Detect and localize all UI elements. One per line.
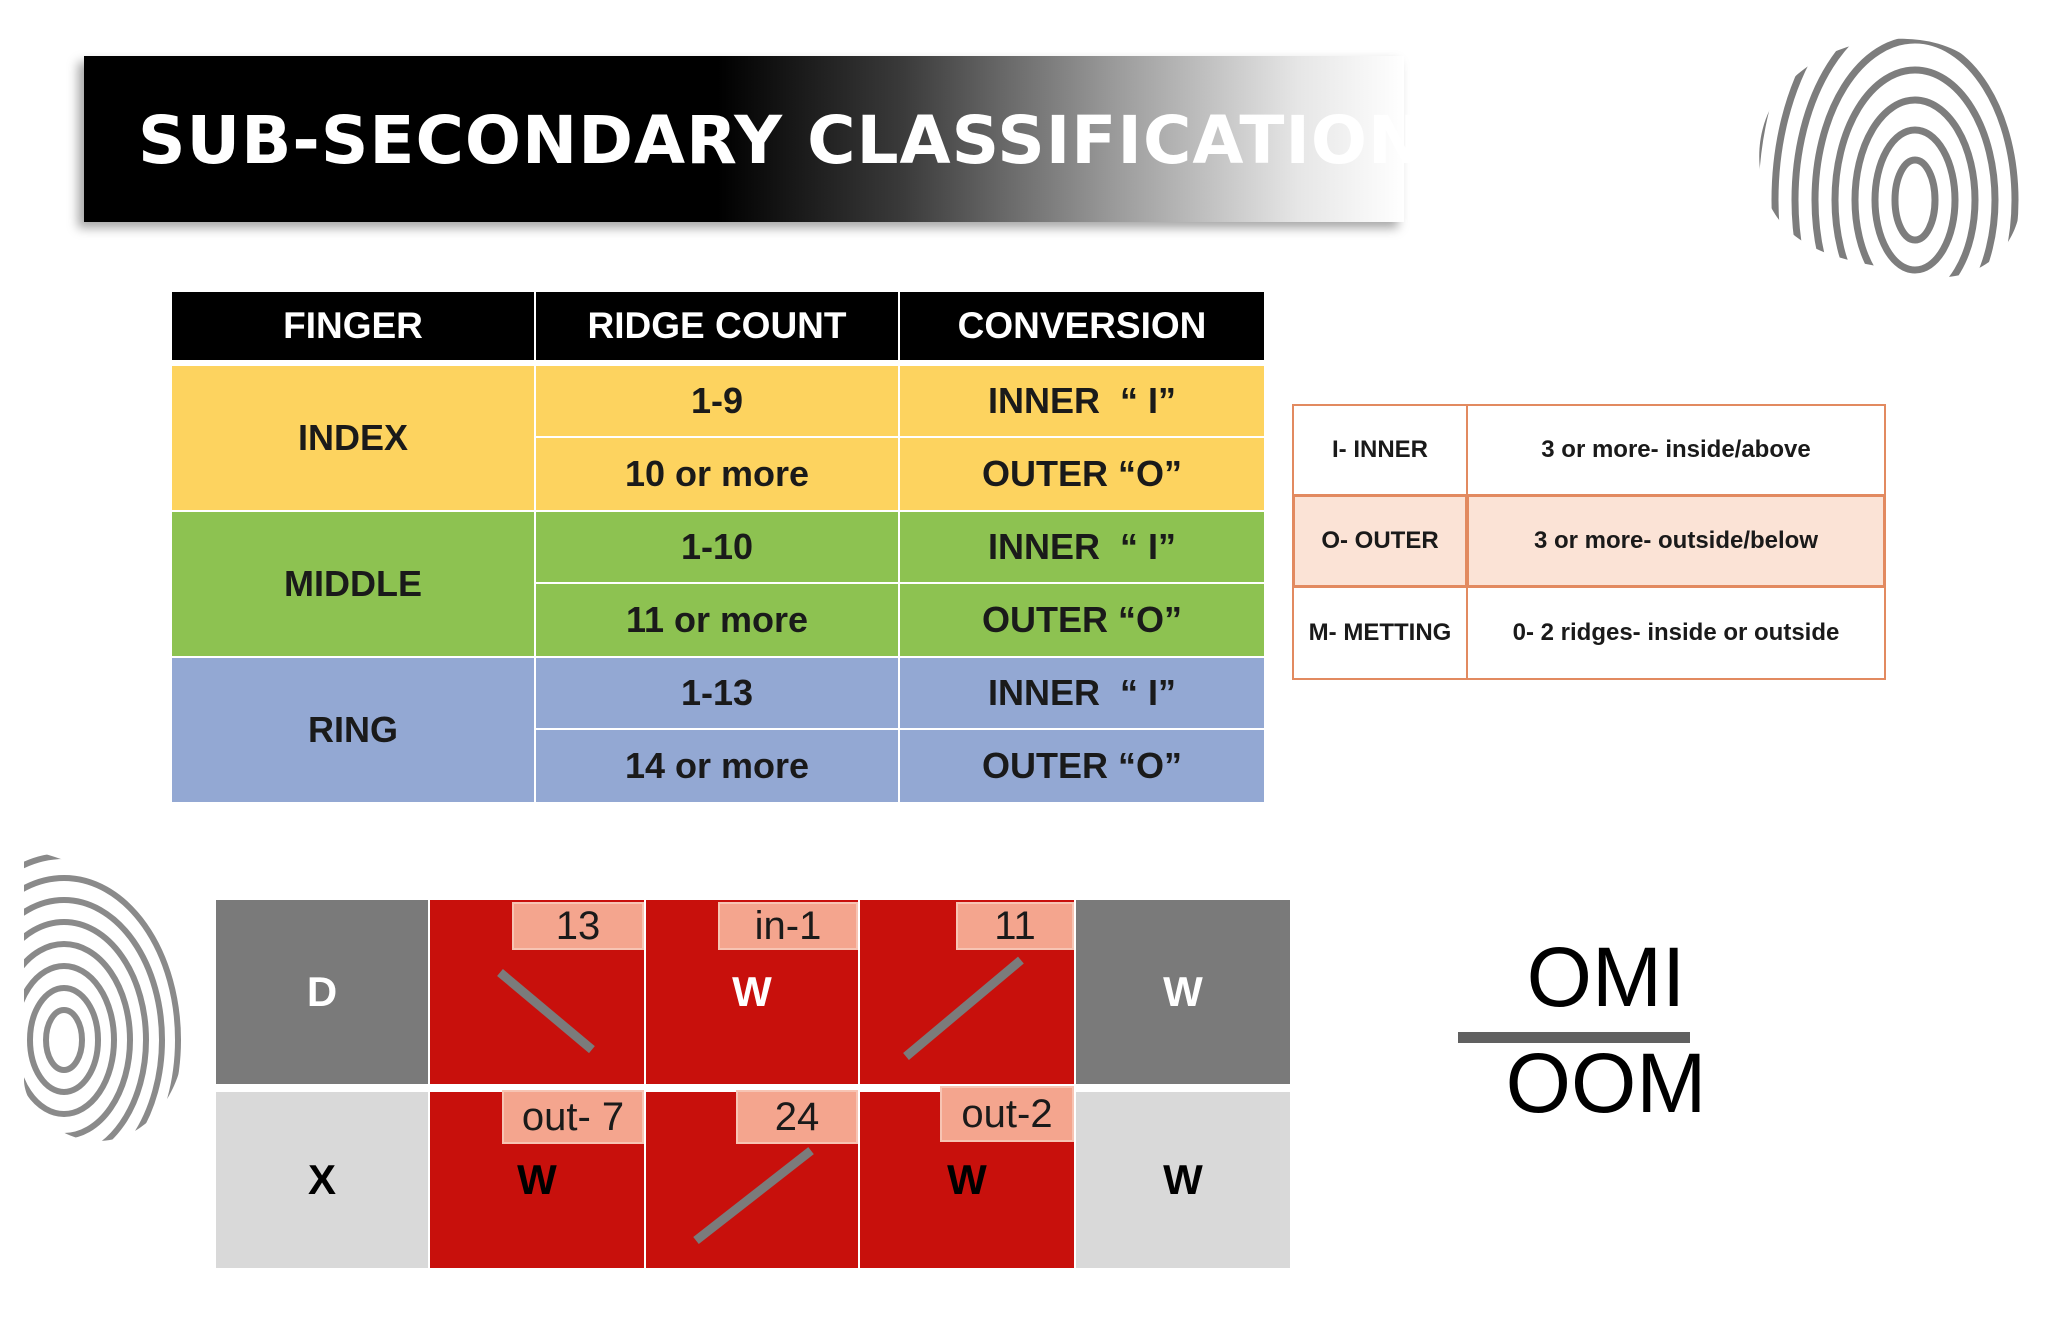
legend-code: M- METTING <box>1292 586 1468 680</box>
grid-cell-top-first: D <box>216 900 428 1084</box>
fraction-numerator: OMI <box>1526 930 1686 1024</box>
fingerprint-icon <box>1759 38 2022 278</box>
ridge-tag: out- 7 <box>502 1090 644 1144</box>
header-conversion: CONVERSION <box>900 292 1264 360</box>
fraction-denominator: OOM <box>1505 1036 1707 1130</box>
grid-cell-bottom-first: X <box>216 1092 428 1268</box>
ridge-cell: 1-10 <box>536 512 898 582</box>
ridge-cell: 11 or more <box>536 584 898 656</box>
conversion-cell: INNER “ I” <box>900 512 1264 582</box>
ridge-tag: 11 <box>956 902 1074 950</box>
header-ridge-count: RIDGE COUNT <box>536 292 898 360</box>
conversion-cell: INNER “ I” <box>900 658 1264 728</box>
conversion-cell: OUTER “O” <box>900 438 1264 510</box>
finger-index: INDEX <box>172 366 534 510</box>
classification-table: FINGER RIDGE COUNT CONVERSION INDEX 1-9 … <box>172 292 1264 802</box>
title-banner <box>84 56 1404 222</box>
header-finger: FINGER <box>172 292 534 360</box>
ridge-cell: 14 or more <box>536 730 898 802</box>
fingerprint-icon <box>24 850 186 1142</box>
legend-desc: 3 or more- outside/below <box>1466 494 1886 588</box>
finger-ring: RING <box>172 658 534 802</box>
legend-code: I- INNER <box>1292 404 1468 496</box>
legend-code: O- OUTER <box>1292 494 1468 588</box>
ridge-cell: 1-13 <box>536 658 898 728</box>
fraction-bar <box>1458 1032 1690 1043</box>
conversion-cell: OUTER “O” <box>900 730 1264 802</box>
conversion-cell: INNER “ I” <box>900 366 1264 436</box>
ridge-tag: 24 <box>736 1090 858 1144</box>
grid-cell-bottom-last: W <box>1076 1092 1290 1268</box>
ridge-tag: 13 <box>512 902 644 950</box>
finger-middle: MIDDLE <box>172 512 534 656</box>
ridge-tag: in-1 <box>718 902 858 950</box>
legend-table: I- INNER 3 or more- inside/above O- OUTE… <box>1292 404 1886 680</box>
legend-desc: 0- 2 ridges- inside or outside <box>1466 586 1886 680</box>
grid-cell-top-last: W <box>1076 900 1290 1084</box>
classification-grid: D W W X W W W 13 in-1 11 out- 7 24 out-2 <box>216 900 1290 1268</box>
ridge-tag: out-2 <box>940 1086 1074 1142</box>
legend-desc: 3 or more- inside/above <box>1466 404 1886 496</box>
page-title: SUB-SECONDARY CLASSIFICATION <box>138 102 1425 179</box>
ridge-cell: 1-9 <box>536 366 898 436</box>
ridge-cell: 10 or more <box>536 438 898 510</box>
conversion-cell: OUTER “O” <box>900 584 1264 656</box>
